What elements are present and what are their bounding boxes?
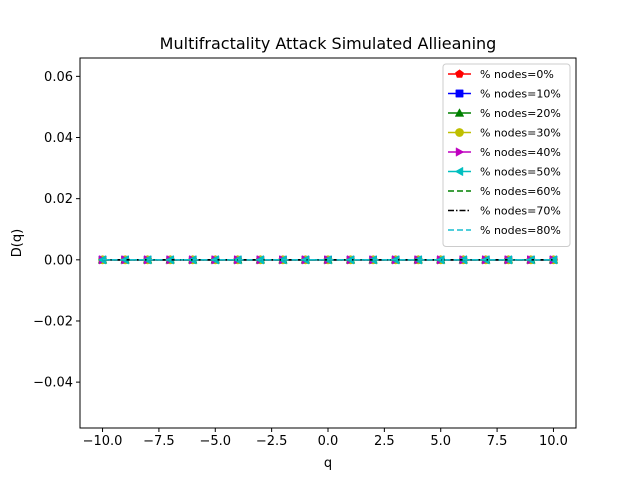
legend-entry-7: % nodes=60% (448, 185, 561, 198)
legend-label: % nodes=80% (480, 224, 561, 237)
y-tick-label: 0.00 (44, 253, 73, 268)
y-axis-label: D(q) (10, 229, 25, 257)
legend: % nodes=0% % nodes=10% % nodes=20% % nodes=… (442, 63, 571, 247)
legend-label: % nodes=20% (480, 107, 561, 120)
legend-entry-3: % nodes=20% (448, 107, 561, 120)
x-tick-label: −10.0 (83, 434, 123, 449)
legend-box (442, 63, 571, 247)
chart-title: Multifractality Attack Simulated Alliean… (160, 34, 497, 53)
x-tick-label: 0.0 (318, 434, 339, 449)
legend-entry-6: % nodes=50% (448, 166, 561, 179)
legend-marker (455, 89, 464, 98)
y-tick-label: 0.02 (44, 192, 73, 207)
legend-marker (454, 108, 465, 117)
series-layer (97, 255, 559, 265)
legend-entry-9: % nodes=80% (448, 224, 561, 237)
legend-entry-4: % nodes=30% (448, 127, 561, 140)
y-tick-label: −0.04 (33, 376, 73, 391)
x-tick-label: −2.5 (256, 434, 288, 449)
legend-label: % nodes=60% (480, 185, 561, 198)
x-tick-label: −7.5 (143, 434, 175, 449)
legend-label: % nodes=30% (480, 127, 561, 140)
x-axis: −10.0 −7.5 −5.0 −2.5 0.0 2.5 5.0 7.5 10.0 (83, 428, 568, 449)
legend-label: % nodes=10% (480, 88, 561, 101)
y-tick-label: 0.04 (44, 131, 73, 146)
x-axis-label: q (324, 456, 332, 471)
x-tick-label: 2.5 (374, 434, 395, 449)
y-axis: −0.04 −0.02 0.00 0.02 0.04 0.06 (33, 70, 80, 391)
legend-marker (455, 69, 464, 78)
x-tick-label: 5.0 (430, 434, 451, 449)
legend-entry-5: % nodes=40% (448, 146, 561, 159)
legend-label: % nodes=70% (480, 205, 561, 218)
x-tick-label: −5.0 (199, 434, 231, 449)
legend-entry-8: % nodes=70% (448, 205, 561, 218)
legend-marker (455, 128, 464, 137)
legend-marker (455, 147, 465, 157)
legend-label: % nodes=50% (480, 166, 561, 179)
x-tick-label: 10.0 (539, 434, 568, 449)
y-tick-label: 0.06 (44, 70, 73, 85)
legend-entry-1: % nodes=0% (448, 68, 554, 81)
x-tick-label: 7.5 (487, 434, 508, 449)
legend-label: % nodes=0% (480, 68, 554, 81)
legend-entry-2: % nodes=10% (448, 88, 561, 101)
y-tick-label: −0.02 (33, 314, 73, 329)
legend-marker (454, 166, 464, 177)
legend-label: % nodes=40% (480, 146, 561, 159)
